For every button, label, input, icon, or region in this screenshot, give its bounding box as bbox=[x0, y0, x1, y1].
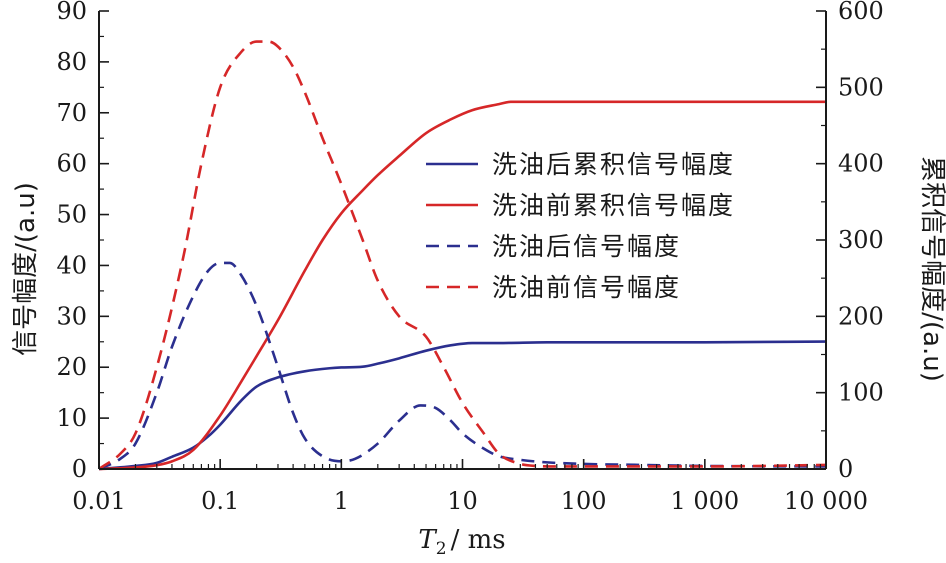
x-tick-label: 0.01 bbox=[72, 487, 125, 515]
series-before-cumulative-line bbox=[98, 100, 826, 471]
legend-label: 洗油前累积信号幅度 bbox=[492, 191, 735, 220]
x-axis-title-unit: / ms bbox=[451, 525, 506, 555]
series-after-cumulative-line bbox=[98, 340, 827, 471]
x-tick-label: 100 bbox=[561, 487, 607, 515]
legend-label: 洗油后累积信号幅度 bbox=[492, 150, 735, 179]
x-tick-label: 10 bbox=[447, 487, 478, 515]
y-left-axis-title: 信号幅度/(a.u) bbox=[11, 182, 41, 356]
x-tick-label: 10 000 bbox=[784, 487, 868, 515]
y-left-tick-label: 0 bbox=[72, 455, 87, 483]
x-axis-title: T2/ ms bbox=[418, 525, 505, 559]
y-left-tick-label: 40 bbox=[56, 251, 87, 279]
y-left-tick-label: 10 bbox=[56, 404, 87, 432]
series-before-amplitude-line bbox=[98, 40, 827, 471]
legend-label: 洗油后信号幅度 bbox=[492, 232, 681, 261]
y-right-tick-label: 0 bbox=[838, 455, 853, 483]
series-after-amplitude-line bbox=[98, 261, 827, 471]
y-left-tick-label: 50 bbox=[56, 201, 87, 229]
y-right-axis-title: 累积信号幅度/(a.u) bbox=[917, 156, 946, 382]
y-left-tick-label: 90 bbox=[56, 0, 87, 25]
plot-lines bbox=[98, 40, 827, 471]
y-right-tick-label: 500 bbox=[838, 73, 884, 101]
y-right-tick-label: 200 bbox=[838, 302, 884, 330]
axes bbox=[98, 11, 827, 470]
y-right-tick-label: 300 bbox=[838, 226, 884, 254]
ticks: 0.01 0.1 1 10 100 1 000 10 000 0 10 20 30 40 50 60 70 8… bbox=[56, 0, 883, 515]
x-tick-label: 0.1 bbox=[201, 487, 239, 515]
y-right-tick-label: 600 bbox=[838, 0, 884, 25]
y-left-tick-label: 30 bbox=[56, 302, 87, 330]
y-right-tick-label: 100 bbox=[838, 379, 884, 407]
y-left-tick-label: 20 bbox=[56, 353, 87, 381]
x-axis-title-sub: 2 bbox=[436, 539, 447, 559]
y-left-tick-label: 80 bbox=[56, 48, 87, 76]
legend-label: 洗油前信号幅度 bbox=[492, 273, 681, 302]
x-tick-label: 1 000 bbox=[670, 487, 739, 515]
x-axis-title-main: T bbox=[418, 525, 437, 555]
y-left-tick-label: 70 bbox=[56, 99, 87, 127]
x-tick-label: 1 bbox=[334, 487, 349, 515]
y-left-tick-label: 60 bbox=[56, 150, 87, 178]
y-right-tick-label: 400 bbox=[838, 150, 884, 178]
